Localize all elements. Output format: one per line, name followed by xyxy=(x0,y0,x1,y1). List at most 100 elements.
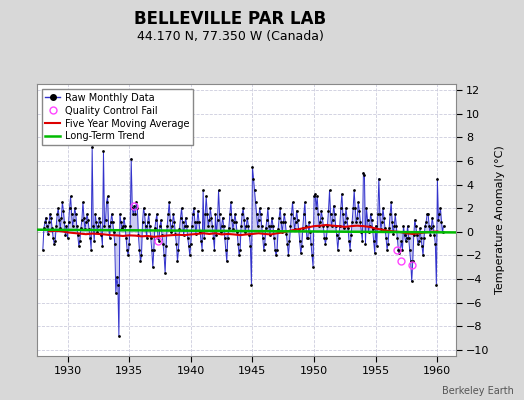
Point xyxy=(141,223,150,229)
Point xyxy=(297,250,305,256)
Point xyxy=(70,217,78,223)
Point xyxy=(306,229,314,235)
Point xyxy=(147,234,155,241)
Point xyxy=(398,246,407,253)
Point xyxy=(177,214,185,221)
Point xyxy=(47,214,55,221)
Point xyxy=(207,214,215,221)
Point xyxy=(357,229,366,235)
Point xyxy=(293,217,302,223)
Point xyxy=(311,191,319,197)
Point xyxy=(177,205,185,211)
Point xyxy=(379,205,387,211)
Point xyxy=(179,232,188,238)
Point xyxy=(178,219,187,226)
Point xyxy=(209,234,217,241)
Point xyxy=(343,214,351,221)
Point xyxy=(113,274,121,280)
Point xyxy=(71,205,79,211)
Point xyxy=(319,223,328,229)
Point xyxy=(225,225,233,232)
Point xyxy=(159,240,167,247)
Point xyxy=(439,223,447,229)
Point xyxy=(317,207,325,214)
Point xyxy=(98,243,106,249)
Point xyxy=(224,234,232,241)
Point xyxy=(88,144,96,150)
Point xyxy=(87,246,95,253)
Point xyxy=(416,225,424,232)
Point xyxy=(121,223,129,229)
Point xyxy=(130,203,138,209)
Point xyxy=(106,219,115,226)
Point xyxy=(72,211,80,217)
Point xyxy=(359,170,368,176)
Point xyxy=(67,193,75,200)
Point xyxy=(348,219,356,226)
Point xyxy=(374,211,382,217)
Point xyxy=(329,217,337,223)
Point xyxy=(232,219,240,226)
Point xyxy=(323,223,332,229)
Point xyxy=(184,243,193,249)
Point xyxy=(97,232,106,238)
Point xyxy=(198,246,206,253)
Point xyxy=(334,246,342,253)
Point xyxy=(54,205,62,211)
Point xyxy=(253,211,261,217)
Point xyxy=(139,205,148,211)
Point xyxy=(381,225,389,232)
Point xyxy=(216,229,225,235)
Point xyxy=(137,252,146,259)
Point xyxy=(235,252,243,259)
Point xyxy=(263,217,271,223)
Point xyxy=(213,217,222,223)
Text: Berkeley Earth: Berkeley Earth xyxy=(442,386,514,396)
Point xyxy=(434,217,443,223)
Point xyxy=(134,232,143,238)
Point xyxy=(145,211,153,217)
Point xyxy=(129,211,137,217)
Point xyxy=(420,234,428,241)
Point xyxy=(72,223,81,229)
Point xyxy=(248,164,257,170)
Point xyxy=(51,238,59,244)
Point xyxy=(308,252,316,259)
Text: 44.170 N, 77.350 W (Canada): 44.170 N, 77.350 W (Canada) xyxy=(137,30,324,43)
Point xyxy=(40,225,48,232)
Point xyxy=(124,252,133,259)
Point xyxy=(277,219,286,226)
Point xyxy=(154,234,162,241)
Point xyxy=(370,250,379,256)
Point xyxy=(409,258,417,264)
Point xyxy=(164,211,172,217)
Point xyxy=(390,223,398,229)
Point xyxy=(375,176,383,182)
Point xyxy=(42,214,50,221)
Point xyxy=(169,211,178,217)
Point xyxy=(75,238,84,244)
Point xyxy=(283,240,291,247)
Point xyxy=(167,229,176,235)
Point xyxy=(43,223,51,229)
Point xyxy=(149,264,157,270)
Point xyxy=(256,211,265,217)
Point xyxy=(119,223,127,229)
Point xyxy=(144,219,152,226)
Point xyxy=(331,211,339,217)
Point xyxy=(155,238,163,244)
Point xyxy=(353,214,362,221)
Point xyxy=(386,211,395,217)
Point xyxy=(83,211,91,217)
Point xyxy=(79,199,87,206)
Point xyxy=(352,219,361,226)
Point xyxy=(341,219,349,226)
Point xyxy=(221,234,229,241)
Point xyxy=(322,234,331,241)
Point xyxy=(284,252,292,259)
Point xyxy=(112,290,120,296)
Point xyxy=(46,211,54,217)
Point xyxy=(146,223,154,229)
Point xyxy=(108,219,117,226)
Point xyxy=(405,234,413,241)
